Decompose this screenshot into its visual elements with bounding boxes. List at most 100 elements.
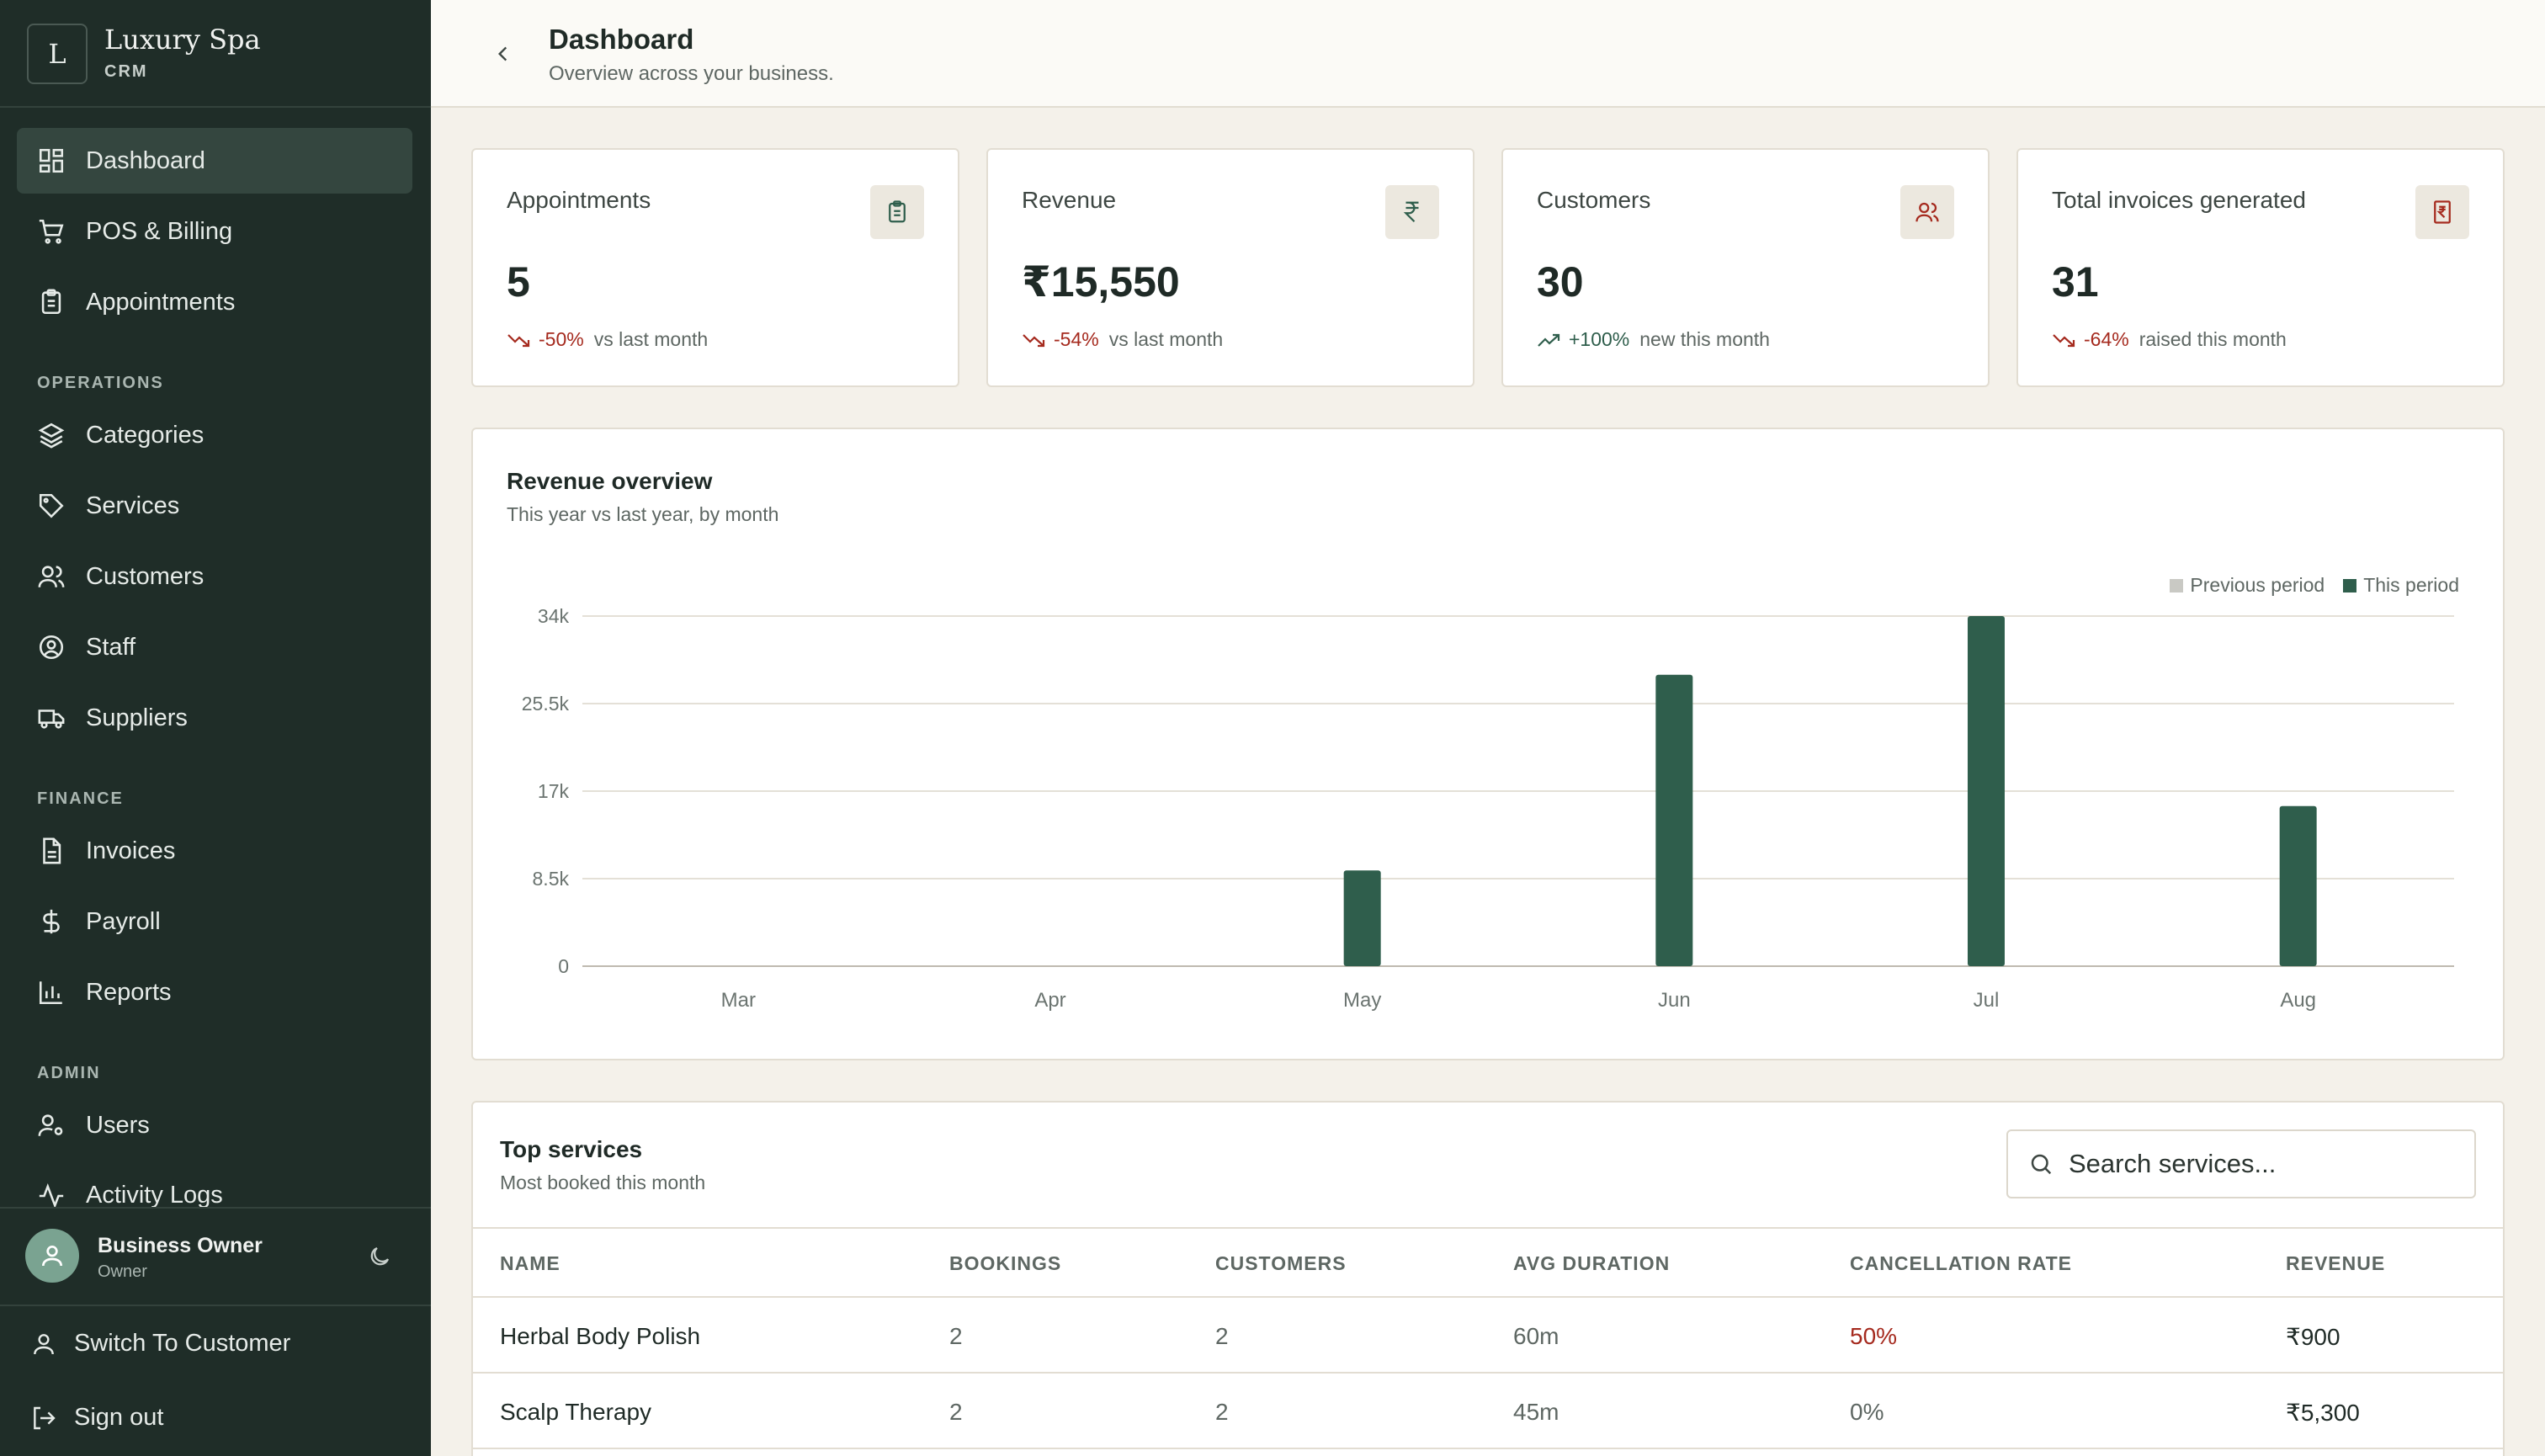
cell-customers: 2 bbox=[1215, 1399, 1229, 1425]
sidebar-item-label: Categories bbox=[86, 421, 205, 449]
stat-label: Appointments bbox=[507, 187, 651, 213]
sidebar-item-label: Users bbox=[86, 1111, 150, 1139]
sidebar-item-pos[interactable]: POS & Billing bbox=[17, 199, 412, 264]
cell-duration: 60m bbox=[1513, 1323, 1559, 1349]
revenue-bar-chart: 0 8.5k 17k 25.5k 34k Mar Apr May Jun Jul Aug bbox=[522, 605, 2454, 1012]
bar-this-jun[interactable] bbox=[1655, 674, 1693, 966]
legend-swatch-this bbox=[2343, 578, 2357, 592]
x-tick-label: Aug bbox=[2280, 989, 2316, 1012]
stat-value: 5 bbox=[507, 258, 530, 306]
cell-revenue: ₹900 bbox=[2286, 1324, 2340, 1350]
column-header-bookings[interactable]: BOOKINGS bbox=[949, 1252, 1062, 1274]
chart-subtitle: This year vs last year, by month bbox=[507, 503, 779, 525]
sidebar-item-services[interactable]: Services bbox=[17, 473, 412, 539]
bar-this-aug[interactable] bbox=[2279, 805, 2317, 966]
sidebar-item-label: POS & Billing bbox=[86, 217, 233, 245]
cell-bookings: 2 bbox=[949, 1323, 963, 1349]
sidebar-item-label: Appointments bbox=[86, 288, 236, 316]
sign-out-link[interactable]: Sign out bbox=[30, 1404, 163, 1432]
stat-delta-note: raised this month bbox=[2139, 328, 2287, 350]
table-row[interactable]: Herbal Body Polish 2 2 60m 50% ₹900 bbox=[473, 1298, 2503, 1374]
stat-card-invoices: Total invoices generated 31 -64% raised … bbox=[2016, 148, 2505, 387]
sign-out-label: Sign out bbox=[74, 1404, 164, 1431]
clipboard-icon bbox=[889, 200, 906, 223]
y-tick-label: 17k bbox=[538, 780, 570, 802]
column-header-customers[interactable]: CUSTOMERS bbox=[1215, 1252, 1347, 1274]
column-header-avg-duration[interactable]: AVG DURATION bbox=[1513, 1252, 1671, 1274]
sidebar-item-users[interactable]: Users bbox=[17, 1092, 412, 1158]
brand-header: L Luxury Spa CRM bbox=[0, 0, 431, 108]
user-cog-icon bbox=[38, 1114, 63, 1136]
stat-value: 31 bbox=[2052, 258, 2099, 306]
y-tick-label: 25.5k bbox=[522, 693, 570, 715]
bar-this-jul[interactable] bbox=[1968, 616, 2005, 966]
search-box[interactable] bbox=[2006, 1129, 2476, 1198]
column-header-name[interactable]: NAME bbox=[500, 1252, 561, 1274]
sidebar-item-invoices[interactable]: Invoices bbox=[17, 818, 412, 884]
search-input[interactable] bbox=[2069, 1149, 2473, 1179]
chart-legend: Previous period This period bbox=[2151, 574, 2459, 597]
table-row[interactable]: Scalp Therapy 2 2 45m 0% ₹5,300 bbox=[473, 1374, 2503, 1449]
y-tick-label: 0 bbox=[558, 955, 569, 977]
switch-to-customer-link[interactable]: Switch To Customer bbox=[30, 1330, 290, 1358]
revenue-overview-card: Revenue overview This year vs last year,… bbox=[471, 428, 2505, 1060]
dashboard-icon bbox=[39, 148, 64, 173]
sidebar-item-dashboard[interactable]: Dashboard bbox=[17, 128, 412, 194]
clipboard-icon bbox=[41, 289, 61, 315]
user-icon bbox=[34, 1333, 54, 1354]
sidebar-item-label: Dashboard bbox=[86, 146, 205, 174]
truck-icon bbox=[38, 709, 65, 729]
sidebar-item-label: Reports bbox=[86, 978, 172, 1006]
users-icon bbox=[1915, 202, 1939, 222]
bar-chart-icon bbox=[39, 981, 62, 1005]
sidebar-item-categories[interactable]: Categories bbox=[17, 402, 412, 468]
sidebar-item-payroll[interactable]: Payroll bbox=[17, 889, 412, 954]
column-header-revenue[interactable]: REVENUE bbox=[2286, 1252, 2386, 1274]
sidebar-item-label: Suppliers bbox=[86, 704, 188, 731]
moon-icon[interactable] bbox=[367, 1244, 392, 1269]
cell-duration: 45m bbox=[1513, 1399, 1559, 1425]
brand-logo[interactable]: L bbox=[27, 24, 88, 84]
trend-down-icon bbox=[1023, 333, 1045, 347]
chart-title: Revenue overview bbox=[507, 468, 713, 494]
legend-this[interactable]: This period bbox=[2343, 574, 2459, 597]
bar-this-may[interactable] bbox=[1343, 870, 1381, 966]
sidebar-item-activity-logs[interactable]: Activity Logs bbox=[17, 1163, 412, 1207]
x-tick-label: Apr bbox=[1034, 989, 1065, 1012]
sidebar-item-label: Payroll bbox=[86, 907, 161, 935]
trend-up-icon bbox=[1538, 333, 1560, 347]
column-header-cancellation-rate[interactable]: CANCELLATION RATE bbox=[1850, 1252, 2073, 1274]
nav-section-admin: ADMIN bbox=[37, 1064, 101, 1082]
cell-bookings: 2 bbox=[949, 1399, 963, 1425]
back-button[interactable] bbox=[485, 35, 522, 72]
rupee-icon bbox=[1403, 201, 1419, 223]
cell-cancellation: 0% bbox=[1850, 1399, 1884, 1425]
sidebar-item-label: Customers bbox=[86, 562, 205, 590]
stat-delta: -54% vs last month bbox=[1022, 328, 1223, 351]
sidebar-item-suppliers[interactable]: Suppliers bbox=[17, 685, 412, 751]
stat-delta-value: -54% bbox=[1054, 328, 1099, 350]
nav-section-operations: OPERATIONS bbox=[37, 374, 164, 392]
x-tick-label: Jul bbox=[1974, 989, 2000, 1012]
file-text-icon bbox=[43, 837, 61, 864]
stat-delta-value: +100% bbox=[1569, 328, 1630, 350]
sidebar-item-reports[interactable]: Reports bbox=[17, 959, 412, 1025]
stat-icon-box bbox=[1385, 185, 1439, 239]
invoice-icon bbox=[2434, 200, 2451, 224]
x-tick-label: May bbox=[1343, 989, 1381, 1012]
stat-icon-box bbox=[870, 185, 924, 239]
stat-delta-note: vs last month bbox=[593, 328, 709, 350]
stat-value: 30 bbox=[1537, 258, 1584, 306]
legend-previous[interactable]: Previous period bbox=[2170, 574, 2325, 597]
stat-icon-box bbox=[2415, 185, 2469, 239]
sidebar-item-staff[interactable]: Staff bbox=[17, 614, 412, 680]
stat-card-customers: Customers 30 +100% new this month bbox=[1501, 148, 1990, 387]
chevron-left-icon bbox=[497, 46, 507, 61]
avatar bbox=[25, 1229, 79, 1283]
x-tick-label: Jun bbox=[1658, 989, 1691, 1012]
sidebar-item-appointments[interactable]: Appointments bbox=[17, 269, 412, 335]
user-profile[interactable]: Business Owner Owner bbox=[0, 1207, 431, 1306]
brand-subtitle: CRM bbox=[104, 62, 148, 81]
sidebar-item-customers[interactable]: Customers bbox=[17, 544, 412, 609]
table-header: NAME BOOKINGS CUSTOMERS AVG DURATION CAN… bbox=[473, 1227, 2503, 1298]
